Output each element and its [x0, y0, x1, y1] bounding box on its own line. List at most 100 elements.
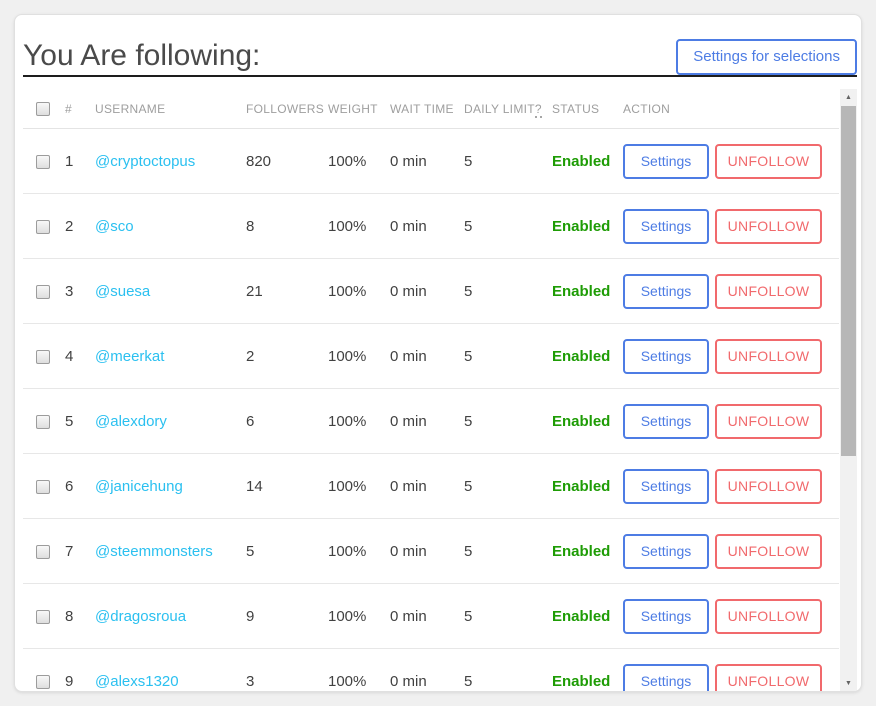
weight-value: 100%: [328, 152, 367, 170]
username-link[interactable]: @sco: [95, 217, 134, 235]
action-cell: Settings UNFOLLOW: [623, 468, 839, 504]
settings-button[interactable]: Settings: [623, 273, 709, 309]
scrollbar[interactable]: ▲ ▼: [840, 89, 857, 691]
action-cell: Settings UNFOLLOW: [623, 208, 839, 244]
weight-value: 100%: [328, 217, 367, 235]
unfollow-button[interactable]: UNFOLLOW: [715, 208, 822, 244]
followers-count: 9: [246, 607, 255, 625]
row-index: 3: [65, 282, 74, 300]
username-link[interactable]: @alexdory: [95, 412, 167, 430]
scrollbar-thumb[interactable]: [841, 106, 856, 456]
table-body: 1 @cryptoctopus 820 100% 0 min 5 Enabled…: [23, 129, 839, 691]
row-checkbox-cell: [23, 608, 65, 625]
row-checkbox-cell: [23, 543, 65, 560]
header-checkbox-cell: [23, 101, 65, 116]
row-index: 6: [65, 477, 74, 495]
weight-value: 100%: [328, 347, 367, 365]
followers-count: 6: [246, 412, 255, 430]
select-all-checkbox[interactable]: [36, 101, 50, 116]
username-link[interactable]: @dragosroua: [95, 607, 187, 625]
row-index: 9: [65, 672, 74, 690]
unfollow-button[interactable]: UNFOLLOW: [715, 663, 822, 691]
daily-limit-value: 5: [464, 347, 473, 365]
row-checkbox[interactable]: [36, 349, 50, 364]
status-badge: Enabled: [552, 477, 611, 495]
table-row: 1 @cryptoctopus 820 100% 0 min 5 Enabled…: [23, 129, 839, 194]
table-row: 9 @alexs1320 3 100% 0 min 5 Enabled Sett…: [23, 649, 839, 691]
daily-limit-value: 5: [464, 412, 473, 430]
daily-limit-value: 5: [464, 607, 473, 625]
settings-button[interactable]: Settings: [623, 468, 709, 504]
unfollow-button[interactable]: UNFOLLOW: [715, 598, 822, 634]
username-link[interactable]: @suesa: [95, 282, 151, 300]
row-index: 5: [65, 412, 74, 430]
col-username: USERNAME: [95, 101, 166, 116]
row-checkbox[interactable]: [36, 544, 50, 559]
row-checkbox[interactable]: [36, 154, 50, 169]
settings-for-selections-button[interactable]: Settings for selections: [676, 39, 857, 75]
settings-button[interactable]: Settings: [623, 403, 709, 439]
weight-value: 100%: [328, 542, 367, 560]
table-row: 8 @dragosroua 9 100% 0 min 5 Enabled Set…: [23, 584, 839, 649]
followers-count: 8: [246, 217, 255, 235]
unfollow-button[interactable]: UNFOLLOW: [715, 273, 822, 309]
card-header: You Are following: Settings for selectio…: [23, 37, 857, 77]
scroll-up-icon[interactable]: ▲: [845, 93, 852, 101]
username-link[interactable]: @meerkat: [95, 347, 165, 365]
unfollow-button[interactable]: UNFOLLOW: [715, 533, 822, 569]
daily-limit-value: 5: [464, 152, 473, 170]
col-daily-limit-label: DAILY LIMIT: [464, 101, 535, 116]
status-badge: Enabled: [552, 542, 611, 560]
settings-button[interactable]: Settings: [623, 663, 709, 691]
daily-limit-hint-icon[interactable]: ?: [534, 101, 542, 118]
col-followers: FOLLOWERS: [246, 101, 325, 116]
col-action: ACTION: [623, 101, 671, 116]
row-checkbox[interactable]: [36, 609, 50, 624]
followers-count: 21: [246, 282, 263, 300]
settings-button[interactable]: Settings: [623, 208, 709, 244]
page-title: You Are following:: [23, 39, 261, 72]
unfollow-button[interactable]: UNFOLLOW: [715, 403, 822, 439]
table-row: 6 @janicehung 14 100% 0 min 5 Enabled Se…: [23, 454, 839, 519]
wait-time-value: 0 min: [390, 542, 427, 560]
table-row: 7 @steemmonsters 5 100% 0 min 5 Enabled …: [23, 519, 839, 584]
settings-button[interactable]: Settings: [623, 338, 709, 374]
username-link[interactable]: @cryptoctopus: [95, 152, 196, 170]
username-link[interactable]: @alexs1320: [95, 672, 179, 690]
table-row: 2 @sco 8 100% 0 min 5 Enabled Settings U…: [23, 194, 839, 259]
wait-time-value: 0 min: [390, 152, 427, 170]
row-index: 8: [65, 607, 74, 625]
row-checkbox-cell: [23, 413, 65, 430]
col-status: STATUS: [552, 101, 600, 116]
scroll-down-icon[interactable]: ▼: [845, 679, 852, 687]
row-checkbox-cell: [23, 218, 65, 235]
settings-button[interactable]: Settings: [623, 598, 709, 634]
following-card: You Are following: Settings for selectio…: [14, 14, 862, 692]
row-checkbox[interactable]: [36, 479, 50, 494]
weight-value: 100%: [328, 477, 367, 495]
row-checkbox[interactable]: [36, 284, 50, 299]
action-cell: Settings UNFOLLOW: [623, 143, 839, 179]
daily-limit-value: 5: [464, 542, 473, 560]
username-link[interactable]: @steemmonsters: [95, 542, 213, 560]
unfollow-button[interactable]: UNFOLLOW: [715, 468, 822, 504]
unfollow-button[interactable]: UNFOLLOW: [715, 143, 822, 179]
wait-time-value: 0 min: [390, 412, 427, 430]
username-link[interactable]: @janicehung: [95, 477, 183, 495]
weight-value: 100%: [328, 412, 367, 430]
row-checkbox-cell: [23, 348, 65, 365]
settings-button[interactable]: Settings: [623, 143, 709, 179]
action-cell: Settings UNFOLLOW: [623, 598, 839, 634]
action-cell: Settings UNFOLLOW: [623, 663, 839, 691]
status-badge: Enabled: [552, 412, 611, 430]
row-checkbox[interactable]: [36, 219, 50, 234]
row-checkbox[interactable]: [36, 414, 50, 429]
col-index: #: [65, 101, 72, 116]
row-checkbox[interactable]: [36, 674, 50, 689]
settings-button[interactable]: Settings: [623, 533, 709, 569]
row-index: 2: [65, 217, 74, 235]
status-badge: Enabled: [552, 347, 611, 365]
status-badge: Enabled: [552, 217, 611, 235]
table-scroll-container: # USERNAME FOLLOWERS WEIGHT WAIT TIME DA…: [23, 89, 857, 691]
unfollow-button[interactable]: UNFOLLOW: [715, 338, 822, 374]
